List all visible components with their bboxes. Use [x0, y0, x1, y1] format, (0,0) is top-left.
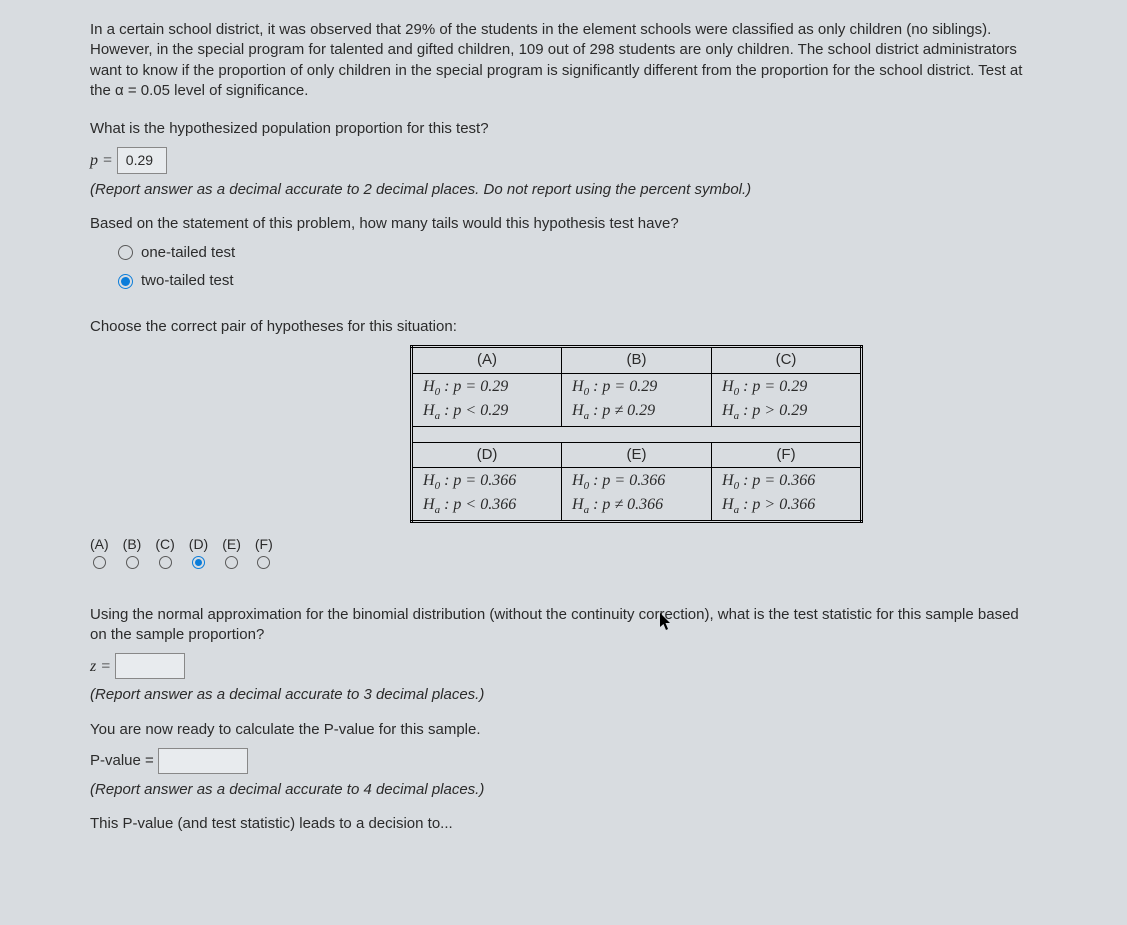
q4-input-row: z =	[90, 653, 1037, 679]
q3-opt-e[interactable]: (E)	[222, 535, 241, 569]
opt-label-b: (B)	[123, 535, 142, 554]
problem-text: In a certain school district, it was obs…	[90, 21, 1022, 99]
cursor-icon	[660, 613, 672, 636]
q1-prompt: What is the hypothesized population prop…	[90, 119, 1037, 139]
q2-opt2-label: two-tailed test	[141, 271, 234, 291]
radio-icon	[126, 556, 139, 569]
cell-f: H0 : p = 0.366 Ha : p > 0.366	[712, 467, 862, 521]
q4-var: z =	[90, 656, 111, 678]
cell-c: H0 : p = 0.29 Ha : p > 0.29	[712, 373, 862, 426]
q3-opt-d[interactable]: (D)	[189, 535, 208, 569]
hdr-f: (F)	[712, 442, 862, 467]
q6-prompt: This P-value (and test statistic) leads …	[90, 814, 1037, 834]
radio-icon	[118, 245, 133, 260]
q2-opt1-label: one-tailed test	[141, 243, 235, 263]
opt-label-c: (C)	[155, 535, 174, 554]
q5-var: P-value =	[90, 751, 154, 771]
q2-option-two-tailed[interactable]: two-tailed test	[118, 271, 1037, 291]
cell-e: H0 : p = 0.366 Ha : p ≠ 0.366	[562, 467, 712, 521]
radio-icon	[159, 556, 172, 569]
q1-var: p =	[90, 150, 113, 172]
opt-label-f: (F)	[255, 535, 273, 554]
q1-input[interactable]: 0.29	[117, 147, 167, 174]
q4-input[interactable]	[115, 653, 185, 679]
q3-opt-f[interactable]: (F)	[255, 535, 273, 569]
q5-input-row: P-value =	[90, 748, 1037, 774]
cell-b: H0 : p = 0.29 Ha : p ≠ 0.29	[562, 373, 712, 426]
radio-icon-selected	[192, 556, 205, 569]
hdr-a: (A)	[412, 347, 562, 373]
q3-opt-a[interactable]: (A)	[90, 535, 109, 569]
q2-radio-group: one-tailed test two-tailed test	[118, 243, 1037, 292]
q1-hint: (Report answer as a decimal accurate to …	[90, 180, 1037, 200]
hdr-c: (C)	[712, 347, 862, 373]
hypothesis-table: (A) (B) (C) H0 : p = 0.29 Ha : p < 0.29 …	[410, 345, 863, 523]
q4-prompt: Using the normal approximation for the b…	[90, 605, 1037, 646]
q1-input-row: p = 0.29	[90, 147, 1037, 174]
radio-icon	[93, 556, 106, 569]
cell-a: H0 : p = 0.29 Ha : p < 0.29	[412, 373, 562, 426]
q2-prompt: Based on the statement of this problem, …	[90, 214, 1037, 234]
q4-hint: (Report answer as a decimal accurate to …	[90, 685, 1037, 705]
opt-label-a: (A)	[90, 535, 109, 554]
opt-label-e: (E)	[222, 535, 241, 554]
radio-icon-selected	[118, 274, 133, 289]
q3-prompt: Choose the correct pair of hypotheses fo…	[90, 317, 1037, 337]
q3-opt-c[interactable]: (C)	[155, 535, 174, 569]
hdr-b: (B)	[562, 347, 712, 373]
hdr-d: (D)	[412, 442, 562, 467]
radio-icon	[257, 556, 270, 569]
hdr-e: (E)	[562, 442, 712, 467]
radio-icon	[225, 556, 238, 569]
q3-opt-b[interactable]: (B)	[123, 535, 142, 569]
opt-label-d: (D)	[189, 535, 208, 554]
q5-input[interactable]	[158, 748, 248, 774]
q5-hint: (Report answer as a decimal accurate to …	[90, 780, 1037, 800]
q3-option-radios: (A) (B) (C) (D) (E) (F)	[90, 535, 1037, 569]
problem-statement: In a certain school district, it was obs…	[90, 20, 1037, 101]
q5-prompt: You are now ready to calculate the P-val…	[90, 720, 1037, 740]
cell-d: H0 : p = 0.366 Ha : p < 0.366	[412, 467, 562, 521]
q2-option-one-tailed[interactable]: one-tailed test	[118, 243, 1037, 263]
